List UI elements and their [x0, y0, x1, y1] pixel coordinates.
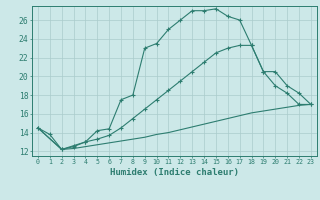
X-axis label: Humidex (Indice chaleur): Humidex (Indice chaleur) — [110, 168, 239, 177]
